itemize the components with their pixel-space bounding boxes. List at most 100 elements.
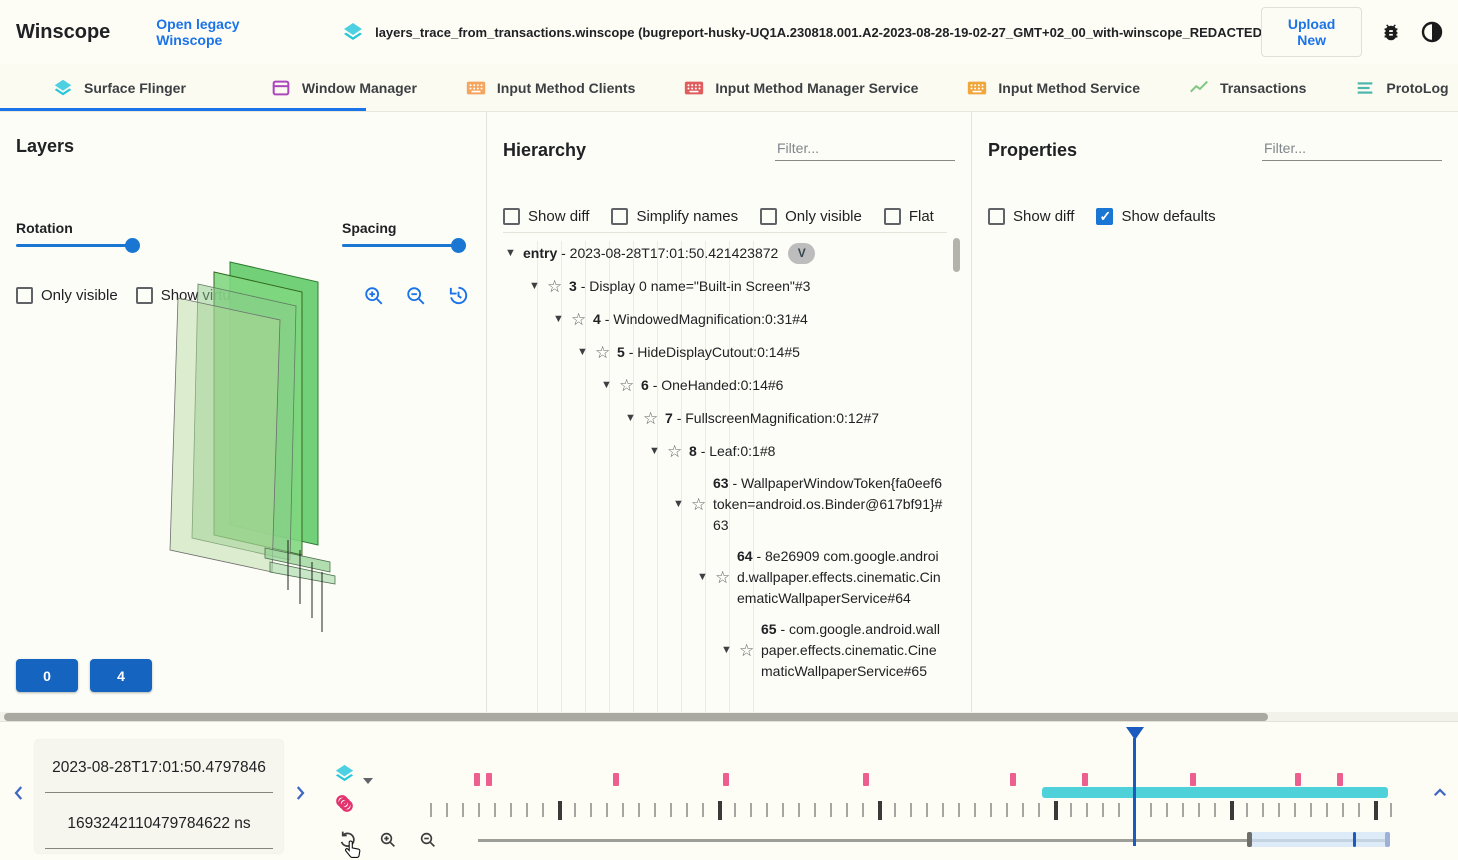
tab-window-manager[interactable]: Window Manager — [246, 64, 441, 111]
horizontal-scrollbar[interactable] — [0, 712, 1458, 722]
show-diff-checkbox[interactable] — [503, 208, 520, 225]
dark-mode-toggle-icon[interactable] — [1420, 20, 1444, 44]
prev-entry-button[interactable] — [10, 784, 28, 802]
collapse-arrow-icon[interactable]: ▼ — [553, 313, 564, 325]
layer-id-button-0[interactable]: 0 — [16, 659, 78, 692]
zoom-range-handle-right[interactable] — [1385, 832, 1390, 847]
upload-new-button[interactable]: Upload New — [1261, 7, 1362, 57]
star-icon[interactable]: ☆ — [739, 641, 755, 660]
layers-3d-view[interactable] — [88, 250, 428, 650]
timestamp-human-input[interactable] — [45, 743, 273, 793]
zoom-range-selection[interactable] — [1247, 832, 1390, 847]
timeline-canvas[interactable] — [430, 772, 1392, 852]
simplify-names-checkbox[interactable] — [611, 208, 629, 225]
tree-node[interactable]: ▼ ☆ 5 - HideDisplayCutout:0:14#5 — [577, 343, 800, 362]
reset-view-icon[interactable] — [447, 284, 470, 307]
tree-node[interactable]: ▼ ☆ 4 - WindowedMagnification:0:31#4 — [553, 310, 808, 329]
collapse-arrow-icon[interactable]: ▼ — [505, 247, 516, 259]
show-defaults-checkbox[interactable] — [1096, 208, 1114, 225]
flat-checkbox[interactable] — [883, 208, 901, 225]
layers-panel: Layers Only visible Show virtual — [0, 112, 486, 712]
tab-input-method-manager-service[interactable]: Input Method Manager Service — [659, 64, 942, 111]
star-icon[interactable]: ☆ — [595, 343, 611, 362]
star-icon[interactable]: ☆ — [715, 568, 731, 587]
only-visible-checkbox[interactable] — [16, 287, 33, 304]
trace-event-marker[interactable] — [613, 773, 620, 786]
ruler-tick — [1182, 803, 1184, 817]
trace-event-marker[interactable] — [474, 773, 481, 786]
ruler-tick — [1214, 803, 1216, 817]
tree-node[interactable]: ▼ ☆ 63 - WallpaperWindowToken{fa0eef6 to… — [673, 475, 943, 533]
star-icon[interactable]: ☆ — [691, 495, 707, 514]
zoom-in-icon[interactable] — [363, 284, 385, 307]
tab-input-method-clients[interactable]: Input Method Clients — [441, 64, 659, 111]
horizontal-scrollbar-thumb[interactable] — [4, 713, 1268, 721]
collapse-arrow-icon[interactable]: ▼ — [601, 379, 612, 391]
zoom-range-handle-left[interactable] — [1247, 832, 1252, 847]
trace-event-marker[interactable] — [1190, 773, 1197, 786]
collapse-arrow-icon[interactable]: ▼ — [697, 571, 708, 583]
trace-event-marker[interactable] — [485, 773, 492, 786]
tree-node[interactable]: ▼ ☆ 3 - Display 0 name="Built-in Screen"… — [529, 277, 811, 296]
star-icon[interactable]: ☆ — [571, 310, 587, 329]
bug-report-icon[interactable] — [1380, 21, 1402, 43]
trace-event-marker[interactable] — [862, 773, 869, 786]
trace-select-caret-icon[interactable] — [363, 778, 373, 784]
timestamp-ns-input[interactable] — [45, 799, 273, 849]
star-icon[interactable]: ☆ — [619, 376, 635, 395]
trace-event-marker[interactable] — [1337, 773, 1344, 786]
zoom-out-icon[interactable] — [405, 284, 427, 307]
tab-surface-flinger[interactable]: Surface Flinger — [0, 64, 246, 111]
timeline-zoom-out-icon[interactable] — [419, 830, 437, 849]
star-icon[interactable]: ☆ — [643, 409, 659, 428]
sf-trace-range-bar[interactable] — [1042, 787, 1389, 798]
reset-zoom-icon[interactable] — [338, 830, 357, 849]
tab-input-method-service[interactable]: Input Method Service — [942, 64, 1164, 111]
ruler-tick — [910, 803, 912, 817]
ruler-tick — [1069, 803, 1072, 817]
collapse-arrow-icon[interactable]: ▼ — [625, 412, 636, 424]
surface-flinger-trace-icon[interactable] — [333, 762, 356, 785]
open-legacy-link[interactable]: Open legacy Winscope — [156, 16, 240, 48]
collapse-arrow-icon[interactable]: ▼ — [673, 498, 684, 510]
tree-node[interactable]: ▼ ☆ 6 - OneHanded:0:14#6 — [601, 376, 784, 395]
show-virtual-checkbox[interactable] — [135, 287, 153, 304]
timeline-scrubber-handle[interactable] — [1126, 727, 1144, 740]
collapse-arrow-icon[interactable]: ▼ — [529, 280, 540, 292]
star-icon[interactable]: ☆ — [667, 442, 683, 461]
tree-node[interactable]: ▼ ☆ 7 - FullscreenMagnification:0:12#7 — [625, 409, 880, 428]
hierarchy-filter-input[interactable] — [775, 136, 955, 161]
tree-node-entry[interactable]: ▼ entry - 2023-08-28T17:01:50.421423872 … — [503, 237, 947, 270]
star-icon[interactable]: ☆ — [547, 277, 563, 296]
transitions-trace-icon[interactable] — [333, 792, 356, 815]
layer-id-button-4[interactable]: 4 — [90, 659, 152, 692]
trace-event-marker[interactable] — [1081, 773, 1088, 786]
trace-event-marker[interactable] — [1294, 773, 1301, 786]
next-entry-button[interactable] — [291, 784, 309, 802]
timeline-scrubber[interactable] — [1133, 738, 1136, 846]
properties-show-diff-checkbox[interactable] — [988, 208, 1005, 225]
zoom-range-track[interactable] — [478, 839, 1390, 842]
tab-transactions[interactable]: Transactions — [1164, 64, 1330, 111]
rotation-slider-thumb[interactable] — [125, 238, 140, 253]
tab-protolog[interactable]: ProtoLog — [1330, 64, 1458, 111]
tree-node[interactable]: ▼ ☆ 65 - com.google.android.wallpaper.ef… — [721, 621, 940, 679]
collapse-arrow-icon[interactable]: ▼ — [577, 346, 588, 358]
trace-event-marker[interactable] — [722, 773, 729, 786]
timeline-zoom-in-icon[interactable] — [379, 830, 397, 849]
file-name: layers_trace_from_transactions.winscope … — [375, 24, 1288, 40]
ruler-tick — [878, 801, 882, 820]
collapse-arrow-icon[interactable]: ▼ — [721, 644, 732, 656]
hierarchy-scrollbar[interactable] — [953, 238, 960, 272]
collapse-arrow-icon[interactable]: ▼ — [649, 445, 660, 457]
hierarchy-only-visible-checkbox[interactable] — [760, 208, 778, 225]
indent-guides — [537, 241, 767, 712]
trace-event-marker[interactable] — [1009, 773, 1016, 786]
tree-node[interactable]: ▼ ☆ 64 - 8e26909 com.google.android.wall… — [697, 548, 941, 606]
spacing-slider-thumb[interactable] — [451, 238, 466, 253]
spacing-slider[interactable] — [342, 238, 466, 253]
expand-timeline-button[interactable] — [1431, 784, 1449, 802]
rotation-slider[interactable] — [16, 238, 140, 253]
tree-node[interactable]: ▼ ☆ 8 - Leaf:0:1#8 — [649, 442, 776, 461]
properties-filter-input[interactable] — [1262, 136, 1442, 161]
